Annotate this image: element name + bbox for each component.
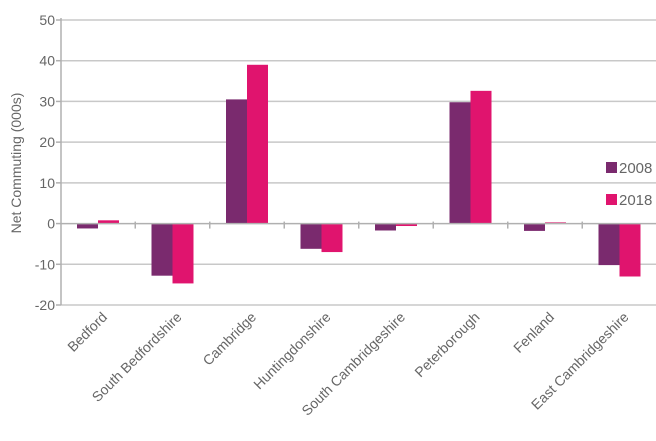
y-tick-label: 0 [47,216,55,232]
x-category-label: Bedford [64,309,110,355]
bar-2008-4 [375,223,396,231]
bar-2008-5 [449,102,471,224]
bar-2018-0 [98,220,119,224]
legend-label-2018: 2018 [619,192,652,209]
bar-2008-1 [151,223,173,276]
bar-2008-2 [226,99,247,224]
bar-2008-0 [77,223,98,229]
y-tick-label: -10 [35,256,55,272]
bar-2018-3 [321,223,343,253]
y-tick-label: 30 [39,93,55,109]
x-category-label: Peterborough [411,309,482,380]
x-category-label: Cambridge [199,309,259,369]
legend-swatch-2018 [606,194,617,205]
bar-2008-7 [598,223,620,266]
bar-2018-2 [247,64,268,224]
x-category-label: Huntingdonshire [250,309,334,393]
bar-2008-6 [524,223,545,231]
y-tick-labels: -20 -10 0 10 20 30 40 50 [35,12,55,313]
y-axis-title: Net Commuting (000s) [8,93,24,234]
legend: 2008 2018 [606,160,652,209]
legend-swatch-2008 [606,162,617,173]
bar-2018-7 [619,223,641,277]
bars [77,64,641,284]
y-tick-label: 20 [39,134,55,150]
x-category-label: Fenland [510,309,557,356]
y-tick-label: 10 [39,175,55,191]
axes [56,18,656,306]
bar-2008-3 [300,223,322,249]
bar-2018-5 [470,90,492,224]
gridlines [61,19,656,306]
legend-label-2008: 2008 [619,160,652,177]
y-tick-label: 50 [39,12,55,28]
bar-2018-4 [396,223,417,227]
y-tick-label: -20 [35,297,55,313]
y-tick-label: 40 [39,53,55,69]
bar-2018-1 [172,223,194,284]
